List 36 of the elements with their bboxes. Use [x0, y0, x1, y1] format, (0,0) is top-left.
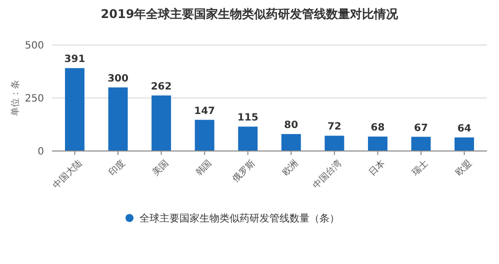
x-tick-label: 美国: [150, 158, 171, 178]
data-label: 72: [327, 122, 342, 133]
y-tick-label: 500: [24, 40, 44, 52]
bar: [64, 68, 84, 151]
bar: [368, 136, 388, 151]
x-tick-label: 中国大陆: [51, 158, 84, 192]
bar: [454, 137, 474, 151]
data-label: 300: [108, 73, 128, 84]
x-tick-label: 韩国: [194, 158, 214, 178]
y-tick-label: 250: [24, 94, 44, 104]
data-label: 80: [284, 120, 298, 132]
data-label: 391: [64, 54, 86, 66]
y-axis-title: 单位：条: [10, 80, 21, 116]
bar: [324, 136, 344, 151]
y-tick-label: 0: [38, 146, 44, 158]
bar: [238, 126, 258, 151]
data-label: 262: [150, 81, 172, 92]
bar: [411, 136, 431, 151]
data-label: 67: [414, 122, 428, 134]
data-label: 115: [237, 112, 258, 124]
x-tick-label: 俄罗斯: [230, 158, 258, 185]
x-tick-label: 瑞士: [410, 158, 431, 178]
bar: [108, 87, 128, 151]
legend-label: 全球主要国家生物类似药研发管线数量（条）: [140, 212, 340, 224]
x-tick-label: 印度: [107, 158, 128, 178]
bar: [194, 120, 214, 151]
data-label: 68: [370, 122, 385, 134]
x-tick-label: 日本: [366, 158, 388, 178]
bar: [281, 134, 301, 151]
data-label: 147: [194, 106, 216, 117]
x-tick-label: 中国台湾: [310, 158, 344, 192]
chart-title: 2019年全球主要国家生物类似药研发管线数量对比情况: [100, 7, 400, 21]
x-tick-label: 欧盟: [453, 158, 474, 178]
data-label: 64: [457, 123, 472, 134]
bar: [152, 95, 172, 151]
x-tick-label: 欧洲: [280, 158, 301, 178]
